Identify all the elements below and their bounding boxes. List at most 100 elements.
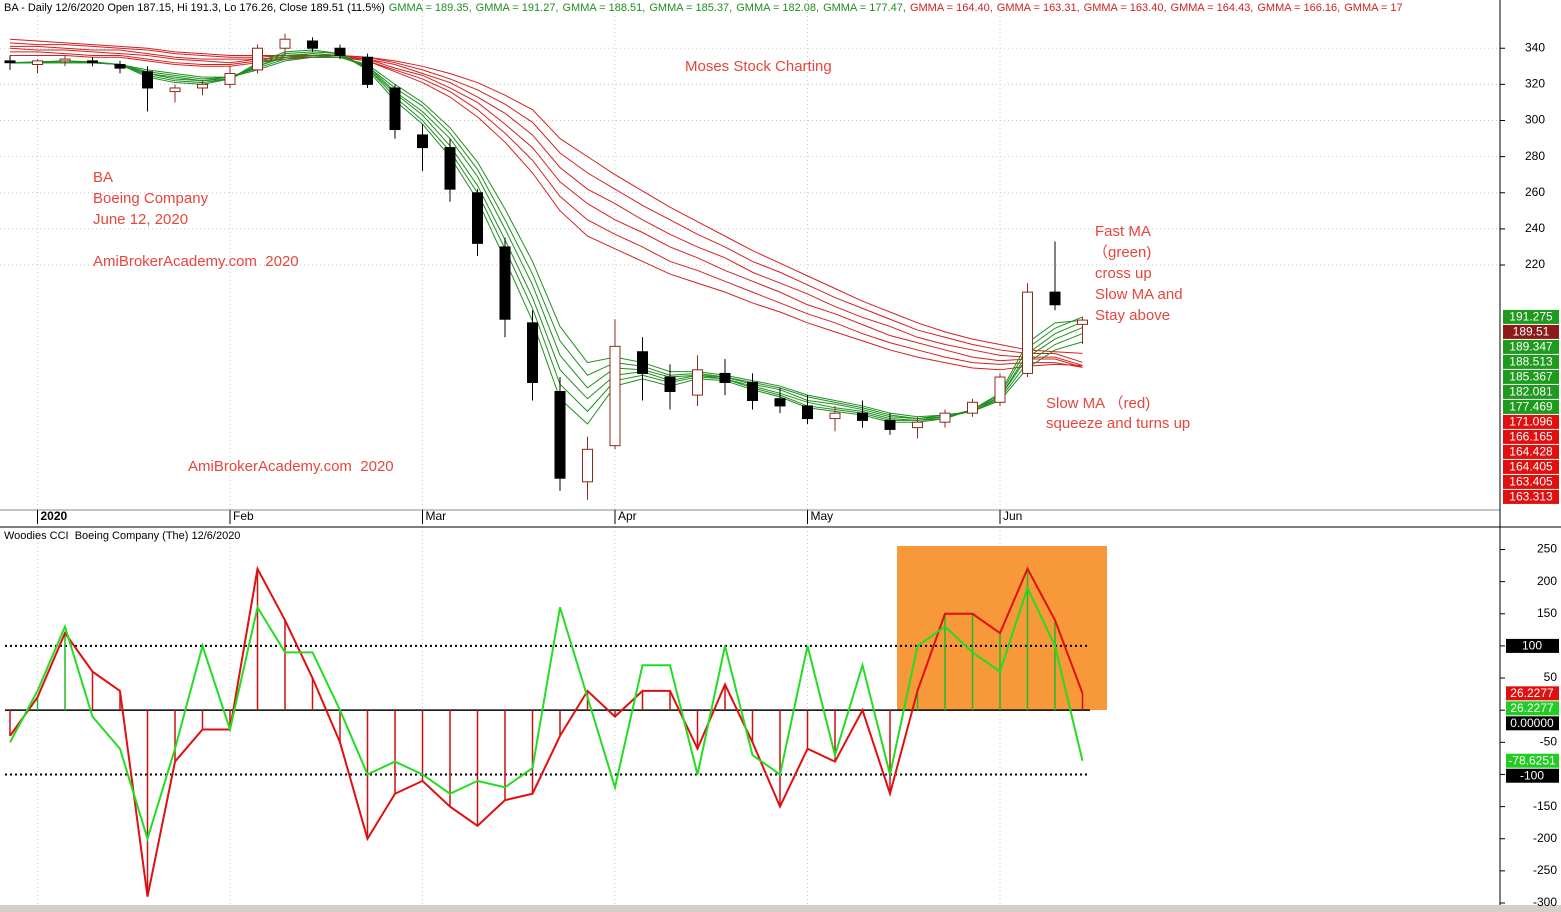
gmma-line xyxy=(10,53,1083,421)
value-box xyxy=(1503,309,1559,324)
plot-layer xyxy=(4,33,1090,897)
y-tick-label: -200 xyxy=(1533,831,1557,845)
annotations: Moses Stock Charting BA Boeing Company J… xyxy=(93,58,1190,475)
gmma-line xyxy=(10,51,1083,368)
candle-body xyxy=(444,147,456,190)
value-box xyxy=(1503,384,1559,399)
gmma-line xyxy=(10,56,1083,418)
value-box-label: 166.165 xyxy=(1509,430,1553,444)
candle-body xyxy=(967,401,978,414)
candle-body xyxy=(279,38,291,49)
cci-title: Woodies CCI Boeing Company (The) 12/6/20… xyxy=(4,530,240,542)
value-box-label: 100 xyxy=(1522,639,1542,653)
candle-body xyxy=(307,40,318,49)
value-box-label: 182.081 xyxy=(1509,385,1553,399)
x-tick-label: Apr xyxy=(618,509,637,523)
value-box xyxy=(1503,414,1559,429)
candle-body xyxy=(142,71,153,89)
candle-body xyxy=(994,376,1006,403)
value-box xyxy=(1503,429,1559,444)
value-box xyxy=(1506,638,1559,653)
candle-body xyxy=(884,419,896,430)
gmma-line xyxy=(10,51,1083,421)
candle-body xyxy=(1049,291,1061,306)
x-tick-label: May xyxy=(811,509,834,523)
value-box xyxy=(1503,474,1559,489)
gmma-line xyxy=(10,53,1083,420)
legend-entry: GMMA = 182.08, xyxy=(736,2,819,14)
watermark: Moses Stock Charting xyxy=(685,58,832,75)
legend-entry: GMMA = 185.37, xyxy=(649,2,732,14)
legend-entry: GMMA = 17 xyxy=(1344,2,1402,14)
axis-layer: 220 240 260 280 300 320 340 2020 Feb Mar Apr May Jun… xyxy=(37,40,1559,909)
x-tick-label: 2020 xyxy=(41,509,68,523)
value-box xyxy=(1506,768,1559,783)
y-tick-label: -250 xyxy=(1533,863,1557,877)
candle-body xyxy=(32,60,43,65)
y-tick-label: 150 xyxy=(1537,606,1557,620)
candle-body xyxy=(169,87,181,93)
candle-body xyxy=(637,351,648,374)
candle-body xyxy=(774,398,786,407)
candle-body xyxy=(87,60,98,64)
candle-body xyxy=(224,73,236,85)
site: AmiBrokerAcademy.com 2020 xyxy=(93,253,299,270)
legend-entry: GMMA = 177.47, xyxy=(823,2,906,14)
fast-note: cross up xyxy=(1095,265,1152,282)
y-tick-label: 240 xyxy=(1525,221,1545,235)
candle-body xyxy=(829,412,841,420)
gmma-line xyxy=(9,42,1083,363)
value-box xyxy=(1503,369,1559,384)
value-box-label: 189.51 xyxy=(1513,325,1550,339)
value-box xyxy=(1506,753,1559,768)
value-box-label: 185.367 xyxy=(1509,370,1553,384)
gmma-line xyxy=(9,49,1083,425)
candle-body xyxy=(197,83,208,89)
cci-line xyxy=(9,585,1084,843)
y-tick-label: 220 xyxy=(1525,257,1545,271)
gmma-line xyxy=(10,54,1083,420)
value-box xyxy=(1506,686,1559,701)
value-box xyxy=(1503,444,1559,459)
value-box xyxy=(1503,324,1559,339)
candle-body xyxy=(472,192,483,244)
value-box xyxy=(1503,489,1559,504)
x-tick-label: Feb xyxy=(233,509,254,523)
value-box-label: 177.469 xyxy=(1509,400,1553,414)
candle-body xyxy=(692,369,703,396)
value-box xyxy=(1506,701,1559,716)
value-box-label: -100 xyxy=(1520,768,1544,782)
legend-entry: GMMA = 164.40, xyxy=(910,2,993,14)
fast-note: Stay above xyxy=(1095,307,1170,324)
candle-body xyxy=(1022,291,1033,374)
candle-body xyxy=(1077,319,1088,325)
legend-entry: GMMA = 191.27, xyxy=(476,2,559,14)
value-box-label: 171.096 xyxy=(1509,415,1553,429)
y-tick-label: 320 xyxy=(1525,77,1545,91)
company: Boeing Company xyxy=(93,190,209,207)
candle-body xyxy=(334,47,346,56)
candle-body xyxy=(499,246,511,320)
legend-entry: GMMA = 166.16, xyxy=(1257,2,1340,14)
fast-note: Fast MA xyxy=(1095,223,1151,240)
site: AmiBrokerAcademy.com 2020 xyxy=(188,458,394,475)
candle-body xyxy=(582,448,593,483)
fast-note: （green) xyxy=(1093,244,1151,261)
candle-body xyxy=(527,322,538,383)
candle-body xyxy=(802,405,813,420)
candle-body xyxy=(114,63,126,69)
candle-body xyxy=(747,381,758,402)
x-tick-label: Jun xyxy=(1003,509,1022,523)
candle-body xyxy=(719,372,731,383)
y-tick-label: 300 xyxy=(1525,113,1545,127)
candle-body xyxy=(389,87,401,131)
x-tick-label: Mar xyxy=(426,509,447,523)
value-box xyxy=(1503,399,1559,414)
value-box-label: 26.2277 xyxy=(1510,686,1554,700)
tab-bar xyxy=(0,905,1561,912)
candle-body xyxy=(417,134,428,149)
legend-entry: GMMA = 189.35, xyxy=(389,2,472,14)
y-tick-label: 250 xyxy=(1537,542,1557,556)
date: June 12, 2020 xyxy=(93,211,188,228)
